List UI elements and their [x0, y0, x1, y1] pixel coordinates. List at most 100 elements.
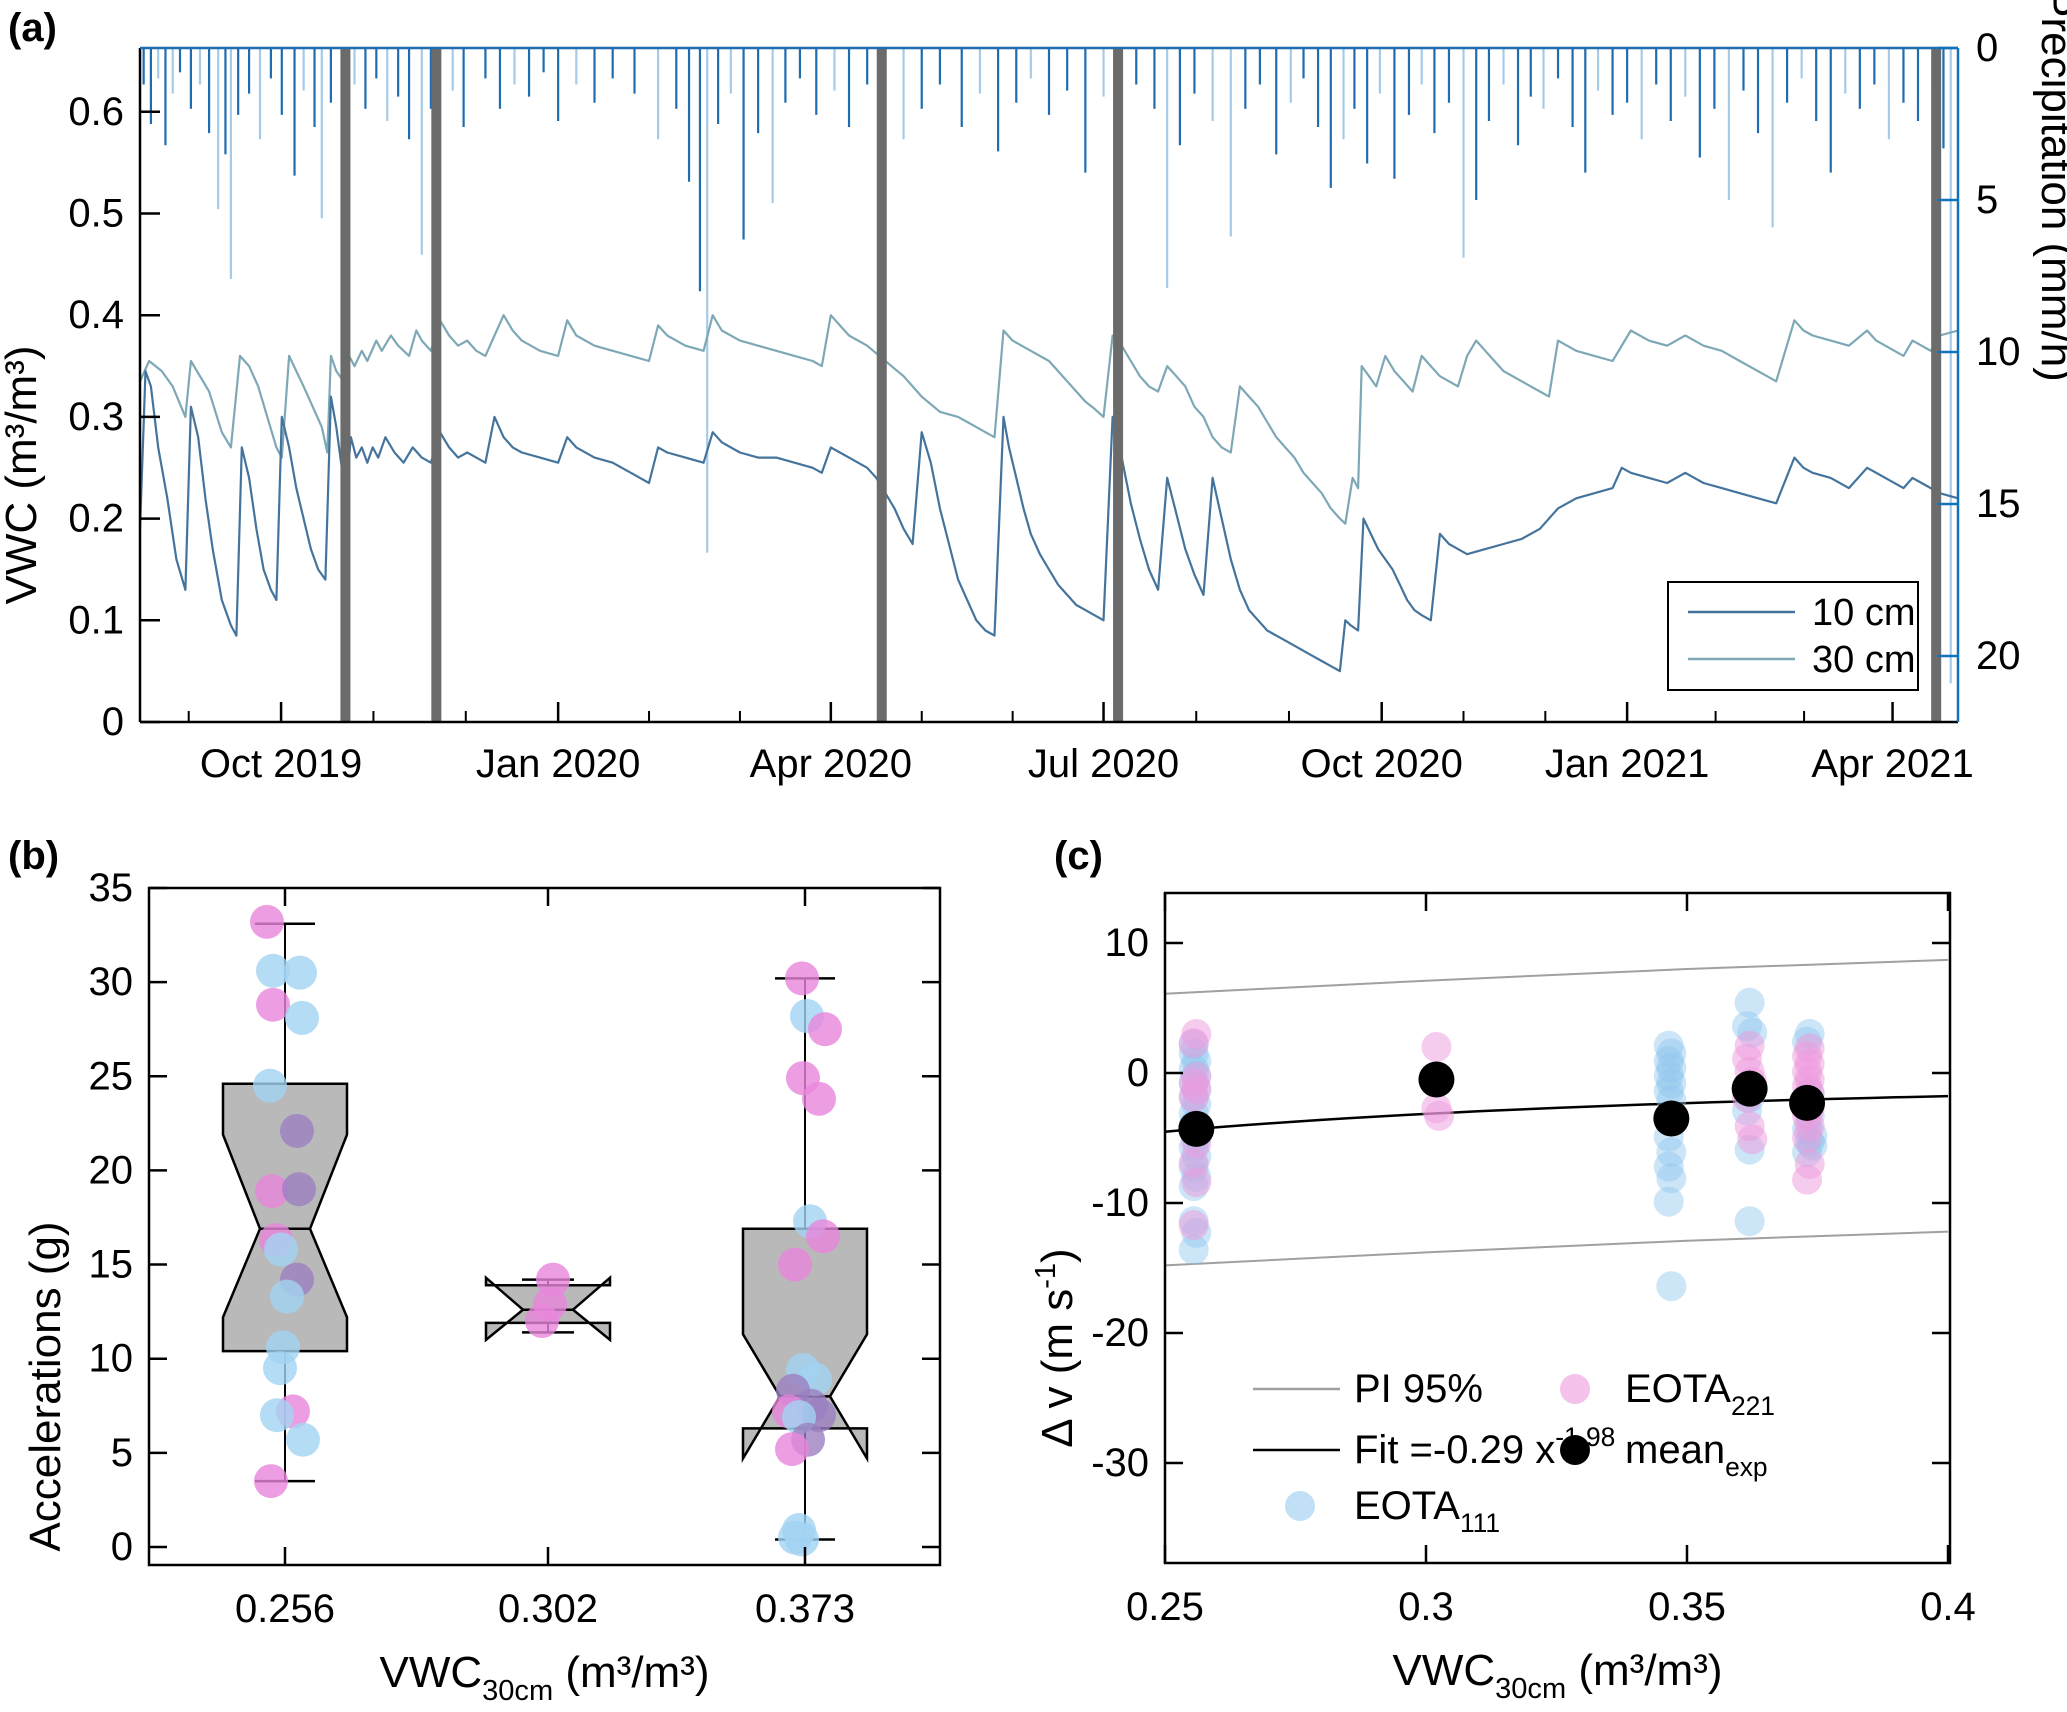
event-bar	[431, 48, 442, 722]
acceleration-point	[256, 987, 290, 1022]
mean-exp-point	[1653, 1100, 1690, 1137]
ylabel-precipitation: Precipitation (mm/h)	[2032, 0, 2067, 382]
acceleration-point	[778, 1247, 812, 1282]
acceleration-point	[283, 955, 317, 990]
x-tick-label: Oct 2020	[1301, 742, 1463, 786]
event-bar	[1113, 48, 1124, 722]
axes-box	[147, 886, 942, 1567]
x-tick-label: Jul 2020	[1028, 742, 1179, 786]
acceleration-point	[280, 1113, 314, 1148]
legend-panel-c: PI 95%Fit =-0.29 x-1.98EOTA111EOTA221mea…	[1253, 1367, 1775, 1538]
y-tick-label: -20	[1091, 1311, 1149, 1355]
eota221-point	[1178, 1028, 1209, 1059]
x-tick-label: 0.4	[1920, 1585, 1976, 1629]
acceleration-point	[250, 904, 284, 939]
acceleration-point	[254, 1464, 288, 1499]
x-tick-label: 0.302	[498, 1587, 598, 1631]
event-bar	[1931, 48, 1942, 722]
pi-upper-line	[1164, 958, 1949, 995]
y-tick-label: 0	[1127, 1051, 1149, 1095]
acceleration-point	[253, 1068, 287, 1103]
panel-a-timeseries: 0 0.1 0.2 0.3 0.4 0.5 0.6 0 5 10 15 20 Oct 2019 Jan 2…	[0, 0, 2067, 786]
acceleration-point	[775, 1432, 809, 1467]
legend-mean-marker	[1560, 1435, 1590, 1465]
acceleration-point	[802, 1081, 836, 1116]
acceleration-point	[525, 1304, 559, 1339]
xlabel-vwc30cm: VWC30cm (m³/m³)	[1392, 1646, 1722, 1705]
x-tick-label: Apr 2020	[750, 742, 912, 786]
acceleration-point	[286, 1422, 320, 1457]
eota111-point	[1653, 1151, 1684, 1182]
legend-pi-label: PI 95%	[1354, 1367, 1483, 1411]
ylabel-vwc: VWC (m³/m³)	[0, 345, 46, 604]
panel-a-label: (a)	[8, 6, 57, 50]
legend-label: 10 cm	[1812, 592, 1915, 634]
legend-eota221-label: EOTA221	[1625, 1367, 1775, 1421]
mean-exp-point	[1789, 1084, 1826, 1121]
eota111-point	[1178, 1234, 1209, 1265]
eota111-point	[1656, 1038, 1687, 1069]
y-tick-label: -30	[1091, 1441, 1149, 1485]
y-tick-label-right: 5	[1976, 178, 1998, 222]
eota111-point	[1653, 1186, 1684, 1217]
y-tick-label: 35	[89, 866, 134, 910]
eota111-point	[1656, 1052, 1687, 1083]
y-tick-label: 20	[89, 1148, 134, 1192]
acceleration-point	[785, 1522, 819, 1557]
acceleration-point	[263, 1351, 297, 1386]
ylabel-delta-v: Δ v (m s-1)	[1030, 1248, 1082, 1447]
mean-exp-point	[1178, 1110, 1215, 1147]
eota221-point	[1792, 1123, 1823, 1153]
y-tick-label-left: 0.2	[68, 497, 124, 541]
y-tick-label: 25	[89, 1054, 134, 1098]
event-bar	[876, 48, 887, 722]
y-tick-label: 15	[89, 1243, 134, 1287]
x-tick-label: Apr 2021	[1811, 742, 1973, 786]
x-tick-label: 0.373	[755, 1587, 855, 1631]
mean-exp-point	[1418, 1061, 1455, 1098]
x-tick-label: 0.25	[1126, 1585, 1204, 1629]
acceleration-point	[808, 1012, 842, 1047]
eota111-point	[1656, 1271, 1687, 1302]
eota111-point	[1656, 1137, 1687, 1168]
x-tick-label: Oct 2019	[200, 742, 362, 786]
acceleration-point	[785, 961, 819, 996]
acceleration-point	[256, 953, 290, 988]
y-tick-label-left: 0.6	[68, 90, 124, 134]
y-tick-label-right: 10	[1976, 330, 2021, 374]
eota221-point	[1792, 1164, 1823, 1195]
y-tick-label: 5	[111, 1431, 133, 1475]
y-tick-label-left: 0.4	[68, 293, 124, 337]
acceleration-point	[285, 1000, 319, 1035]
acceleration-point	[260, 1398, 294, 1433]
eota221-point	[1421, 1032, 1452, 1062]
acceleration-point	[282, 1172, 316, 1207]
legend-box	[1667, 581, 1919, 691]
notched-box	[741, 1227, 869, 1464]
y-tick-label: 0	[111, 1525, 133, 1569]
legend-eota111-label: EOTA111	[1354, 1484, 1500, 1538]
y-tick-label-right: 20	[1976, 634, 2021, 678]
y-tick-label-right: 15	[1976, 482, 2021, 526]
x-tick-label: 0.3	[1398, 1585, 1454, 1629]
x-tick-label: Jan 2020	[476, 742, 641, 786]
y-tick-label: -10	[1091, 1181, 1149, 1225]
pi-lower-line	[1164, 1230, 1949, 1267]
panel-b-boxplot: 0 5 10 15 20 25 30 35 0.256 0.302 0.373 Acceleratio…	[21, 866, 942, 1707]
eota221-point	[1178, 1210, 1209, 1241]
ylabel-accelerations: Accelerations (g)	[21, 1221, 70, 1551]
y-tick-label: 30	[89, 960, 134, 1004]
y-tick-label: 10	[1105, 921, 1150, 965]
vwc-line-30cm	[138, 314, 1959, 525]
eota111-point	[1653, 1060, 1684, 1091]
legend-eota221-marker	[1560, 1374, 1590, 1404]
acceleration-point	[264, 1232, 298, 1267]
x-tick-label: Jan 2021	[1545, 742, 1710, 786]
acceleration-point	[270, 1279, 304, 1314]
y-tick-label-left: 0.5	[68, 192, 124, 236]
acceleration-point	[806, 1219, 840, 1254]
fit-line	[1164, 1094, 1949, 1133]
y-tick-label-left: 0.3	[68, 395, 124, 439]
eota221-point	[1181, 1167, 1212, 1198]
